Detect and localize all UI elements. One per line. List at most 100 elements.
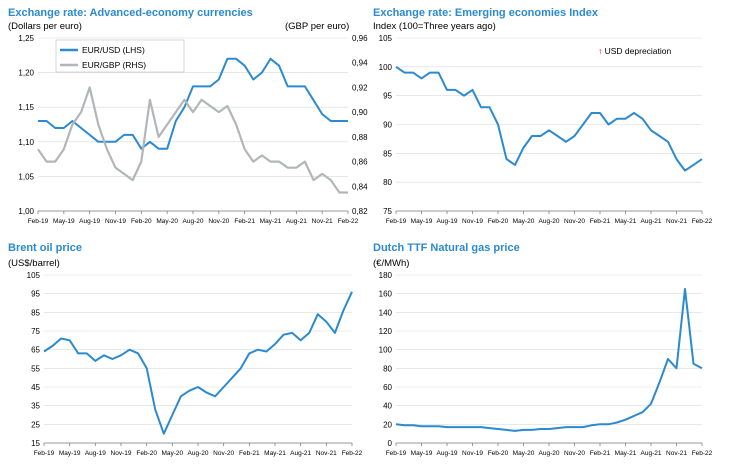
y-tick-label: 60 <box>383 383 392 392</box>
chart-title-advanced-fx: Exchange rate: Advanced-economy currenci… <box>8 7 253 19</box>
y-tick-label: 80 <box>383 364 392 373</box>
x-tick-label: May-19 <box>59 450 81 457</box>
x-tick-label: May-20 <box>513 450 535 457</box>
y-tick-label: 65 <box>31 346 40 355</box>
x-tick-label: Feb-21 <box>239 450 260 457</box>
y-tick-label: 1,20 <box>18 69 34 78</box>
y-right-tick-label: 0,96 <box>352 34 368 43</box>
y-tick-label: 80 <box>383 178 392 187</box>
y-tick-label: 105 <box>27 271 41 280</box>
y-tick-label: 95 <box>31 290 40 299</box>
legend-box <box>55 39 185 73</box>
y-tick-label: 180 <box>379 271 393 280</box>
y-tick-label: 0 <box>388 439 393 448</box>
y-tick-label: 1,15 <box>18 103 34 112</box>
y-tick-label: 55 <box>31 364 40 373</box>
x-tick-label: May-19 <box>53 218 75 225</box>
y-right-tick-label: 0,92 <box>352 83 368 92</box>
y-tick-label: 90 <box>383 121 392 130</box>
x-tick-label: Feb-20 <box>488 218 509 225</box>
x-tick-label: Nov-19 <box>462 450 483 457</box>
x-tick-label: May-19 <box>411 450 433 457</box>
x-tick-label: Nov-20 <box>564 218 585 225</box>
x-tick-label: Feb-20 <box>136 450 157 457</box>
x-tick-label: Aug-20 <box>183 218 204 225</box>
x-tick-label: Nov-19 <box>111 450 132 457</box>
y-tick-label: 1,00 <box>18 207 34 216</box>
chart-title-brent: Brent oil price <box>8 242 82 254</box>
x-tick-label: Aug-21 <box>641 450 662 457</box>
y-tick-label: 120 <box>379 327 393 336</box>
x-tick-label: May-21 <box>264 450 286 457</box>
x-tick-label: Nov-21 <box>312 218 333 225</box>
x-tick-label: Aug-20 <box>539 450 560 457</box>
y-tick-label: 15 <box>31 439 40 448</box>
series-line <box>395 65 703 172</box>
x-tick-label: Nov-21 <box>666 218 687 225</box>
x-tick-label: Feb-19 <box>34 450 55 457</box>
y-tick-label: 1,25 <box>18 34 34 43</box>
x-tick-label: Aug-19 <box>85 450 106 457</box>
legend-label: EUR/USD (LHS) <box>82 45 145 55</box>
y-right-tick-label: 0,94 <box>352 59 368 68</box>
x-tick-label: Feb-19 <box>386 218 407 225</box>
y-tick-label: 85 <box>31 308 40 317</box>
eur-gbp-line <box>37 86 348 194</box>
y-tick-label: 160 <box>379 290 393 299</box>
y-right-tick-label: 0,82 <box>352 207 368 216</box>
x-tick-label: Feb-21 <box>590 218 611 225</box>
x-tick-label: Feb-22 <box>338 218 359 225</box>
x-tick-label: Aug-21 <box>641 218 662 225</box>
x-tick-label: Aug-20 <box>539 218 560 225</box>
x-tick-label: Aug-19 <box>437 218 458 225</box>
x-tick-label: May-20 <box>156 218 178 225</box>
x-tick-label: Nov-20 <box>213 450 234 457</box>
y-right-tick-label: 0,88 <box>352 133 368 142</box>
x-tick-label: Nov-19 <box>462 218 483 225</box>
index-unit-label: Index (100=Three years ago) <box>373 21 496 32</box>
ttf-unit-label: (€/MWh) <box>373 258 410 269</box>
chart-title-emerging-fx: Exchange rate: Emerging economies Index <box>373 7 598 19</box>
y-tick-label: 20 <box>383 420 392 429</box>
x-tick-label: Aug-19 <box>437 450 458 457</box>
up-arrow-icon: ↑ <box>598 46 603 56</box>
series-line <box>43 291 353 435</box>
x-tick-label: May-20 <box>513 218 535 225</box>
x-tick-label: Aug-20 <box>188 450 209 457</box>
y-tick-label: 105 <box>379 34 393 43</box>
y-tick-label: 35 <box>31 402 40 411</box>
right-axis-unit-label: (GBP per euro) <box>285 21 350 32</box>
y-right-tick-label: 0,90 <box>352 108 368 117</box>
brent-unit-label: (US$/barrel) <box>8 258 60 269</box>
chart-title-ttf: Dutch TTF Natural gas price <box>373 242 520 254</box>
x-tick-label: Nov-20 <box>564 450 585 457</box>
x-tick-label: May-21 <box>615 450 637 457</box>
x-tick-label: Aug-21 <box>286 218 307 225</box>
x-tick-label: May-20 <box>161 450 183 457</box>
y-tick-label: 140 <box>379 308 393 317</box>
y-tick-label: 45 <box>31 383 40 392</box>
x-tick-label: Feb-20 <box>488 450 509 457</box>
series-line <box>38 57 348 150</box>
x-tick-label: May-21 <box>260 218 282 225</box>
y-tick-label: 1,05 <box>18 172 34 181</box>
y-tick-label: 75 <box>383 207 392 216</box>
left-axis-unit-label: (Dollars per euro) <box>8 21 82 32</box>
x-tick-label: Nov-21 <box>316 450 337 457</box>
x-tick-label: Feb-20 <box>131 218 152 225</box>
usd-depreciation-note: ↑ USD depreciation <box>598 46 671 56</box>
y-tick-label: 1,10 <box>18 138 34 147</box>
y-tick-label: 100 <box>379 346 393 355</box>
x-tick-label: Nov-19 <box>105 218 126 225</box>
y-tick-label: 100 <box>379 63 393 72</box>
legend-label: EUR/GBP (RHS) <box>82 60 146 70</box>
series-line <box>395 288 703 432</box>
x-tick-label: May-21 <box>615 218 637 225</box>
x-tick-label: Aug-21 <box>290 450 311 457</box>
x-tick-label: May-19 <box>411 218 433 225</box>
x-tick-label: Feb-19 <box>386 450 407 457</box>
